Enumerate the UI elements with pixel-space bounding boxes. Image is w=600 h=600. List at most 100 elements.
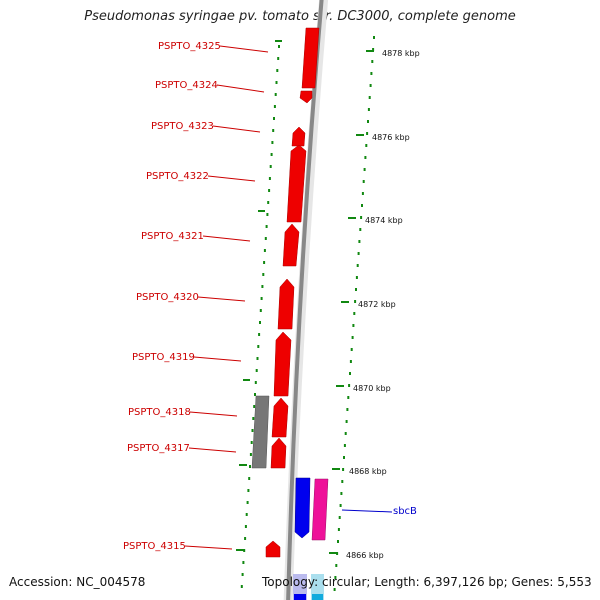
gene-label[interactable]: PSPTO_4324	[155, 80, 218, 91]
gc-dot	[350, 348, 353, 351]
gc-dot	[273, 105, 276, 108]
label-pointer	[197, 296, 246, 302]
scale-tick-label: 4878 kbp	[382, 49, 420, 58]
gc-dot	[273, 117, 275, 120]
scale-tick-label: 4870 kbp	[353, 384, 391, 393]
gene-arrow	[301, 27, 320, 89]
gc-dot	[263, 249, 266, 252]
label-pointer-blue	[341, 509, 393, 513]
gc-dot	[253, 405, 256, 408]
gc-dot	[358, 240, 361, 243]
feature-label-sbcB[interactable]: sbcB	[393, 506, 417, 517]
gc-dot	[368, 96, 371, 99]
gene-label[interactable]: PSPTO_4320	[136, 292, 199, 303]
gene-label[interactable]: PSPTO_4319	[132, 352, 195, 363]
gc-dot	[269, 165, 272, 168]
gc-dot	[244, 537, 247, 540]
label-pointer	[212, 125, 261, 133]
gc-dot	[336, 552, 339, 555]
gc-dot	[346, 408, 349, 411]
label-pointer	[207, 175, 256, 182]
gc-dot	[270, 153, 273, 156]
gc-dot	[264, 237, 267, 240]
gene-label[interactable]: PSPTO_4322	[146, 171, 209, 182]
gc-dot	[242, 561, 245, 564]
scale-tick-label: 4868 kbp	[349, 467, 387, 476]
gc-dot	[340, 492, 343, 495]
gene-label[interactable]: PSPTO_4315	[123, 541, 186, 552]
gc-dot	[349, 372, 351, 375]
gc-dot	[275, 81, 278, 84]
gc-dot	[255, 369, 258, 372]
gc-dot	[249, 465, 251, 468]
gc-dot	[271, 141, 274, 144]
gc-dot	[355, 276, 358, 279]
gc-dot	[274, 93, 277, 96]
topology-text: Topology: circular; Length: 6,397,126 bp…	[262, 575, 592, 589]
light-feature	[311, 574, 324, 600]
gene-arrow	[265, 540, 281, 558]
gc-dot	[344, 432, 347, 435]
gc-dot	[351, 336, 354, 339]
scale-tick-label: 4874 kbp	[365, 216, 403, 225]
gc-dot	[343, 444, 346, 447]
gc-dot	[260, 297, 263, 300]
gc-dot	[348, 384, 351, 387]
gc-dot	[248, 477, 251, 480]
gc-dot	[247, 489, 250, 492]
gene-label[interactable]: PSPTO_4321	[141, 231, 204, 242]
gc-dot	[266, 213, 269, 216]
label-pointer	[193, 356, 242, 362]
gc-dot	[356, 264, 359, 267]
gc-dot	[369, 84, 372, 87]
gc-dot	[261, 285, 264, 288]
gene-label[interactable]: PSPTO_4325	[158, 41, 221, 52]
gc-dot	[241, 573, 244, 576]
gene-label[interactable]: PSPTO_4318	[128, 407, 191, 418]
gc-track-left	[240, 45, 280, 588]
gc-dot	[365, 144, 368, 147]
gc-dot	[360, 216, 363, 219]
gc-dot	[256, 357, 259, 360]
gc-dot	[367, 108, 370, 111]
gc-dot	[335, 564, 338, 567]
gc-dot	[244, 525, 247, 528]
gc-dot	[259, 321, 261, 324]
gc-dot	[354, 300, 357, 303]
gene-label[interactable]: PSPTO_4317	[127, 443, 190, 454]
genome-title: Pseudomonas syringae pv. tomato str. DC3…	[84, 9, 516, 24]
scale-tick-label: 4866 kbp	[346, 551, 384, 560]
gc-dot	[364, 156, 367, 159]
label-pointer	[202, 235, 251, 242]
light-feature-core	[294, 594, 306, 600]
light-feature	[293, 574, 307, 600]
gc-dot	[333, 588, 336, 591]
gc-dot	[339, 504, 342, 507]
gene-arrow	[282, 223, 300, 267]
scale-ticks: 4878 kbp 4876 kbp 4874 kbp 4872 kbp 4870…	[329, 49, 420, 560]
gc-dot	[361, 192, 364, 195]
gc-dot	[265, 225, 268, 228]
reverse-gene-arrow	[294, 477, 311, 539]
gc-dot	[353, 312, 356, 315]
label-pointer	[184, 545, 233, 550]
gc-dot	[357, 252, 360, 255]
accession-text: Accession: NC_004578	[9, 575, 146, 589]
gc-dot	[341, 480, 344, 483]
gc-dot	[268, 189, 271, 192]
gc-dot	[349, 360, 352, 363]
gc-dot	[372, 48, 375, 51]
gc-dot	[337, 540, 339, 543]
gray-feature	[251, 395, 270, 469]
gc-dot	[278, 45, 280, 48]
gene-arrow	[286, 144, 307, 223]
gene-arrow	[270, 437, 287, 469]
gene-label[interactable]: PSPTO_4323	[151, 121, 214, 132]
gc-dot	[267, 201, 270, 204]
gc-dot	[258, 333, 261, 336]
label-pointer	[216, 84, 265, 93]
gc-dot	[338, 516, 341, 519]
gc-dot	[245, 513, 248, 516]
gc-dot	[277, 57, 280, 60]
gc-dot	[268, 177, 271, 180]
